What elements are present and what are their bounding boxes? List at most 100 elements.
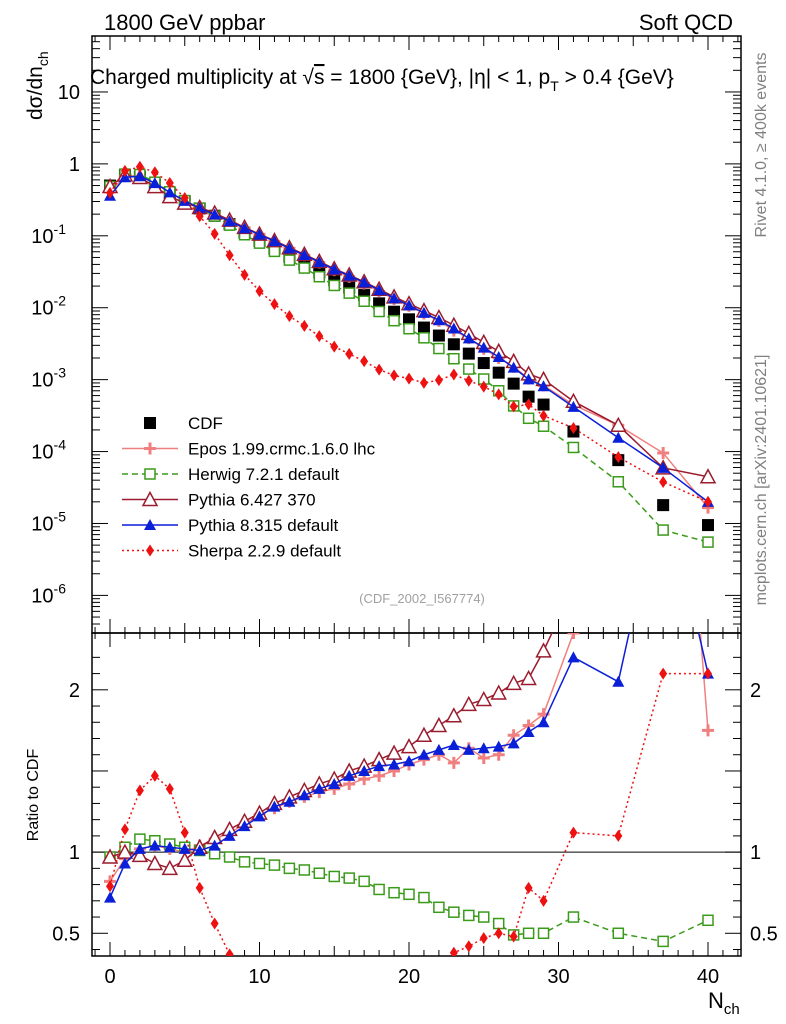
point-sherpa <box>195 210 204 223</box>
point-cdf <box>447 338 460 351</box>
ratio-point-pythia <box>535 642 552 658</box>
ratio-point-epos <box>477 751 490 764</box>
analysis-watermark: (CDF_2002_I567774) <box>359 591 485 606</box>
point-pythia <box>612 431 625 443</box>
legend-label-epos: Epos 1.99.crmc.1.6.0 lhc <box>188 440 376 459</box>
point-herwig <box>343 287 355 299</box>
ratio-point-sherpa <box>375 989 383 1001</box>
point-pythia <box>537 380 550 392</box>
point-pythia <box>388 292 401 304</box>
point-sherpa <box>659 475 668 488</box>
point-pythia <box>447 322 460 334</box>
point-herwig <box>448 352 460 365</box>
ratio-point-pythia <box>358 764 371 776</box>
ratio-point-sherpa <box>150 769 159 782</box>
ratio-point-pythia <box>238 820 251 832</box>
point-sherpa <box>375 363 384 376</box>
ratio-point-pythia <box>430 716 448 733</box>
point-cdf <box>537 398 550 411</box>
ratio-y-tick-label: 0.5 <box>52 923 80 945</box>
x-axis-label: Nch <box>708 988 740 1018</box>
header-left: 1800 GeV ppbar <box>104 10 265 35</box>
ratio-point-pythia <box>131 846 149 863</box>
point-pythia <box>313 256 326 268</box>
ratio-line-sherpa <box>109 672 708 956</box>
ratio-point-pythia <box>313 782 326 794</box>
point-sherpa <box>270 298 279 311</box>
legend-marker-herwig <box>144 468 156 480</box>
ratio-point-pythia <box>507 737 520 749</box>
point-pythia <box>223 215 236 227</box>
ratio-point-sherpa <box>539 894 548 907</box>
ratio-point-pythia <box>462 743 475 755</box>
ratio-point-herwig <box>702 914 714 927</box>
ratio-point-sherpa <box>360 989 368 1001</box>
ratio-point-herwig <box>268 859 281 871</box>
ratio-point-sherpa <box>165 782 174 795</box>
ratio-point-pythia <box>490 684 507 700</box>
point-sherpa <box>434 374 443 387</box>
ratio-point-herwig <box>418 891 430 904</box>
ratio-point-pythia <box>208 839 221 851</box>
x-tick-label: 30 <box>547 966 569 988</box>
point-pythia <box>373 284 386 296</box>
point-cdf <box>507 377 520 390</box>
ratio-y-tick-label-right: 0.5 <box>750 923 778 945</box>
ratio-point-pythia <box>163 841 176 853</box>
ratio-point-sherpa <box>241 966 249 978</box>
point-pythia <box>193 202 206 214</box>
ratio-point-herwig <box>433 901 445 914</box>
point-sherpa <box>225 249 234 262</box>
point-herwig <box>433 342 445 355</box>
ratio-point-sherpa <box>614 829 623 842</box>
ratio-point-sherpa <box>225 948 234 956</box>
ratio-y-axis-label: Ratio to CDF <box>25 749 42 842</box>
point-sherpa <box>704 495 712 508</box>
point-sherpa <box>165 177 174 190</box>
point-sherpa <box>524 398 533 411</box>
point-sherpa <box>120 164 129 177</box>
ratio-point-epos <box>373 769 386 782</box>
legend-marker-sherpa <box>146 544 154 557</box>
point-pythia <box>699 468 717 484</box>
y-tick-label: 10-4 <box>31 437 66 464</box>
ratio-point-pythia <box>178 842 191 854</box>
ratio-point-sherpa <box>464 940 473 953</box>
legend-label-cdf: CDF <box>188 414 223 433</box>
ratio-point-herwig <box>492 917 505 930</box>
ratio-point-pythia <box>432 743 445 755</box>
point-cdf <box>657 499 670 512</box>
ratio-point-herwig <box>134 833 146 845</box>
ratio-point-sherpa <box>345 989 353 1001</box>
point-cdf <box>417 321 430 334</box>
side-text-top: Rivet 4.1.0, ≥ 400k events <box>753 53 770 238</box>
point-herwig <box>418 332 430 344</box>
ratio-point-sherpa <box>449 946 458 956</box>
ratio-point-sherpa <box>300 986 308 998</box>
point-herwig <box>612 476 625 488</box>
ratio-point-pythia <box>101 848 119 864</box>
ratio-point-pythia <box>505 674 522 691</box>
point-pythia <box>283 242 296 254</box>
ratio-point-sherpa <box>195 881 204 894</box>
ratio-point-pythia <box>298 789 311 801</box>
point-sherpa <box>390 369 399 382</box>
point-sherpa <box>345 347 354 360</box>
x-tick-label: 20 <box>398 966 420 988</box>
point-herwig <box>522 412 535 425</box>
ratio-point-sherpa <box>435 969 443 981</box>
ratio-line-pythia <box>109 633 709 898</box>
legend-marker-pythia <box>144 519 156 530</box>
point-herwig <box>358 295 370 308</box>
ratio-point-sherpa <box>704 667 712 680</box>
point-pythia <box>163 186 176 198</box>
ratio-y-tick-label-right: 2 <box>750 680 761 702</box>
ratio-point-pythia <box>460 695 478 712</box>
ratio-point-sherpa <box>285 984 293 996</box>
point-herwig <box>537 420 550 432</box>
point-sherpa <box>315 330 324 343</box>
point-sherpa <box>240 268 249 281</box>
point-pythia <box>403 299 415 311</box>
ratio-point-epos <box>447 756 460 769</box>
